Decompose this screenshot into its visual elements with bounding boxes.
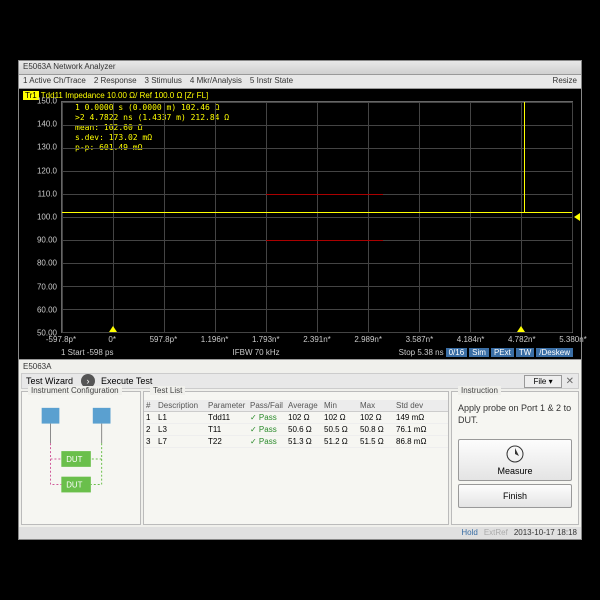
table-row[interactable]: 2L3T11✓ Pass50.6 Ω50.5 Ω50.8 Ω76.1 mΩ [144, 424, 448, 436]
status-badge: /Deskew [536, 348, 573, 357]
x-tick-label: 2.989n* [354, 335, 382, 344]
resize-label[interactable]: Resize [553, 76, 577, 87]
table-header: #DescriptionParameterPass/FailAverageMin… [144, 400, 448, 412]
finish-button[interactable]: Finish [458, 484, 572, 508]
y-tick-label: 90.00 [37, 236, 57, 245]
extref-status: ExtRef [484, 528, 508, 538]
menu-response[interactable]: 2 Response [94, 76, 137, 87]
measure-icon [505, 444, 525, 464]
x-tick-label: 4.782n* [508, 335, 536, 344]
x-axis-labels: -597.8p*0*597.8p*1.196n*1.793n*2.391n*2.… [61, 335, 573, 345]
x-tick-label: 0* [108, 335, 116, 344]
x-tick-label: 597.8p* [150, 335, 178, 344]
x-tick-label: 1.196n* [201, 335, 229, 344]
status-badge: TW [516, 348, 534, 357]
panel-title: Instrument Configuration [28, 386, 122, 395]
x-tick-label: 4.184n* [457, 335, 485, 344]
hold-status: Hold [461, 528, 477, 538]
svg-text:DUT: DUT [66, 481, 82, 490]
x-tick-label: 1.793n* [252, 335, 280, 344]
file-button[interactable]: File ▾ [524, 375, 561, 388]
menu-ch-trace[interactable]: 1 Active Ch/Trace [23, 76, 86, 87]
trace-label-text: Tdd11 Impedance 10.00 Ω/ Ref 100.0 Ω [Zr… [41, 91, 208, 100]
menubar: 1 Active Ch/Trace 2 Response 3 Stimulus … [19, 75, 581, 89]
y-tick-label: 70.00 [37, 282, 57, 291]
y-tick-label: 150.0 [37, 97, 57, 106]
timestamp: 2013-10-17 18:18 [514, 528, 577, 538]
svg-text:DUT: DUT [66, 455, 82, 464]
x-tick-label: -597.8p* [46, 335, 76, 344]
test-list-panel: Test List #DescriptionParameterPass/Fail… [143, 391, 449, 525]
wizard-product: E5063A [19, 360, 581, 373]
status-badge: Sim [469, 348, 489, 357]
table-row[interactable]: 3L7T22✓ Pass51.3 Ω51.2 Ω51.5 Ω86.8 mΩ [144, 436, 448, 448]
instrument-config-panel: Instrument Configuration DUT DUT [21, 391, 141, 525]
y-tick-label: 100.0 [37, 213, 57, 222]
ref-marker-icon [574, 213, 580, 221]
panel-title: Test List [150, 386, 185, 395]
status-badge: 0/16 [446, 348, 468, 357]
y-axis-labels: 150.0140.0130.0120.0110.0100.090.0080.00… [21, 101, 59, 333]
status-ifbw: IFBW 70 kHz [233, 348, 280, 357]
y-tick-label: 120.0 [37, 166, 57, 175]
config-diagram: DUT DUT [22, 392, 140, 524]
test-wizard-panel: E5063A Test Wizard › Execute Test File ▾… [19, 359, 581, 527]
y-tick-label: 80.00 [37, 259, 57, 268]
panel-title: Instruction [458, 386, 501, 395]
status-start: 1 Start -598 ps [61, 348, 113, 357]
menu-instr-state[interactable]: 5 Instr State [250, 76, 293, 87]
window-titlebar: E5063A Network Analyzer [19, 61, 581, 75]
status-stop: Stop 5.38 ns [399, 348, 444, 357]
y-tick-label: 110.0 [38, 189, 57, 198]
x-tick-label: 5.380n* [559, 335, 587, 344]
instruction-text: Apply probe on Port 1 & 2 to DUT. [452, 392, 578, 436]
close-icon[interactable]: ✕ [566, 376, 574, 387]
menu-mkr-analysis[interactable]: 4 Mkr/Analysis [190, 76, 242, 87]
x-tick-label: 2.391n* [303, 335, 331, 344]
menu-stimulus[interactable]: 3 Stimulus [145, 76, 182, 87]
y-tick-label: 130.0 [37, 143, 57, 152]
app-window: E5063A Network Analyzer 1 Active Ch/Trac… [18, 60, 582, 540]
instruction-panel: Instruction Apply probe on Port 1 & 2 to… [451, 391, 579, 525]
status-badge: PExt [491, 348, 514, 357]
graph-statusbar: 1 Start -598 ps IFBW 70 kHz Stop 5.38 ns… [61, 348, 573, 357]
plot-canvas[interactable] [61, 101, 573, 333]
y-tick-label: 60.00 [37, 305, 57, 314]
footer-bar: Hold ExtRef 2013-10-17 18:18 [19, 527, 581, 539]
wizard-step-label: Execute Test [101, 376, 152, 386]
measure-button[interactable]: Measure [458, 439, 572, 481]
table-row[interactable]: 1L1Tdd11✓ Pass102 Ω102 Ω102 Ω149 mΩ [144, 412, 448, 424]
graph-area: Tr1 Tdd11 Impedance 10.00 Ω/ Ref 100.0 Ω… [19, 89, 581, 359]
x-tick-label: 3.587n* [406, 335, 434, 344]
y-tick-label: 140.0 [37, 120, 57, 129]
wizard-subtitle: Test Wizard [26, 376, 73, 386]
